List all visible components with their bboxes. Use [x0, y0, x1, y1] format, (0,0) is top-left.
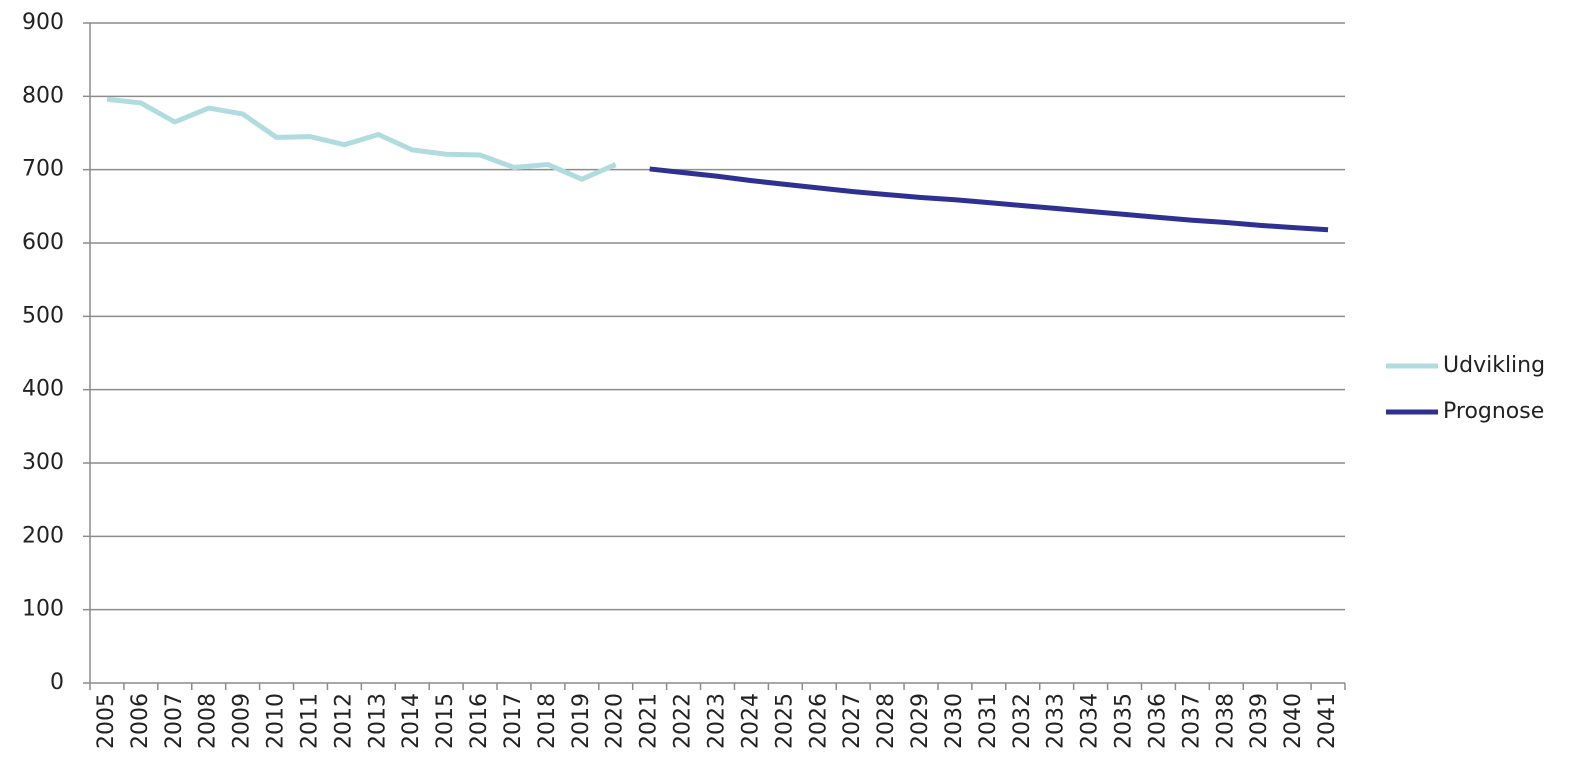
x-tick-label: 2017 — [501, 693, 526, 749]
x-tick-label: 2034 — [1078, 693, 1103, 749]
x-tick-label: 2035 — [1112, 693, 1137, 749]
x-tick-label: 2021 — [637, 693, 662, 749]
x-tick-label: 2028 — [874, 693, 899, 749]
x-tick-label: 2007 — [162, 693, 187, 749]
y-tick-label: 400 — [22, 377, 64, 402]
x-tick-label: 2020 — [603, 693, 628, 749]
x-tick-label: 2039 — [1247, 693, 1272, 749]
legend-label: Udvikling — [1443, 353, 1545, 378]
y-tick-label: 500 — [22, 303, 64, 328]
x-tick-label: 2041 — [1315, 693, 1340, 749]
x-tick-label: 2008 — [196, 693, 221, 749]
x-tick-label: 2010 — [264, 693, 289, 749]
x-tick-label: 2027 — [840, 693, 865, 749]
x-tick-label: 2033 — [1044, 693, 1069, 749]
y-tick-label: 200 — [22, 523, 64, 548]
x-tick-label: 2014 — [399, 693, 424, 749]
y-tick-label: 600 — [22, 230, 64, 255]
series-line — [107, 99, 616, 179]
x-tick-label: 2006 — [128, 693, 153, 749]
x-tick-label: 2013 — [365, 693, 390, 749]
x-tick-label: 2018 — [535, 693, 560, 749]
x-tick-label: 2009 — [230, 693, 255, 749]
x-tick-label: 2029 — [908, 693, 933, 749]
x-tick-label: 2011 — [297, 693, 322, 749]
x-tick-label: 2032 — [1010, 693, 1035, 749]
y-tick-label: 900 — [22, 10, 64, 35]
y-tick-label: 100 — [22, 597, 64, 622]
x-tick-label: 2023 — [705, 693, 730, 749]
x-tick-label: 2025 — [772, 693, 797, 749]
x-tick-label: 2019 — [569, 693, 594, 749]
series-line — [650, 169, 1328, 230]
x-tick-label: 2024 — [738, 693, 763, 749]
x-tick-label: 2016 — [467, 693, 492, 749]
y-tick-label: 0 — [50, 670, 64, 695]
x-tick-label: 2040 — [1281, 693, 1306, 749]
y-tick-label: 700 — [22, 157, 64, 182]
x-tick-label: 2015 — [433, 693, 458, 749]
x-tick-label: 2038 — [1213, 693, 1238, 749]
x-tick-label: 2026 — [806, 693, 831, 749]
x-tick-label: 2037 — [1179, 693, 1204, 749]
x-tick-label: 2012 — [331, 693, 356, 749]
y-tick-label: 300 — [22, 450, 64, 475]
x-tick-label: 2030 — [942, 693, 967, 749]
chart: 0 100 200 300 400 500 600 700 800 900 2005 2006 2007… — [0, 0, 1574, 771]
x-tick-label: 2022 — [671, 693, 696, 749]
x-tick-label: 2005 — [94, 693, 119, 749]
x-tick-label: 2031 — [976, 693, 1001, 749]
y-tick-label: 800 — [22, 83, 64, 108]
x-tick-label: 2036 — [1145, 693, 1170, 749]
legend-label: Prognose — [1443, 399, 1544, 424]
